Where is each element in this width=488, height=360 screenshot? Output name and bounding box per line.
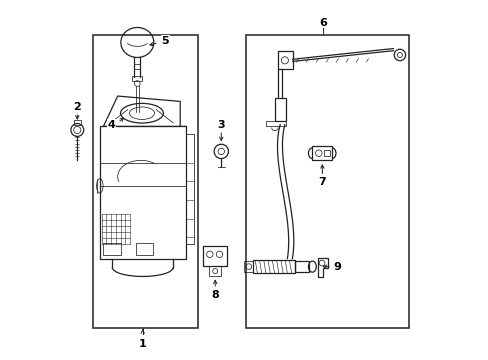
Bar: [93, 35, 198, 328]
Text: 6: 6: [319, 18, 326, 28]
Bar: [74, 120, 81, 125]
Bar: [203, 246, 226, 266]
Bar: [294, 261, 308, 272]
Bar: [324, 150, 329, 156]
Bar: [103, 243, 121, 255]
Bar: [312, 146, 331, 160]
Bar: [244, 261, 253, 272]
Bar: [278, 51, 292, 69]
Bar: [253, 260, 294, 273]
Text: 4: 4: [107, 120, 115, 130]
Bar: [185, 134, 194, 244]
Bar: [208, 266, 221, 276]
Text: 3: 3: [217, 120, 224, 130]
Text: 8: 8: [211, 290, 219, 300]
Bar: [100, 126, 185, 258]
Bar: [265, 121, 285, 126]
Bar: [132, 76, 142, 81]
Text: 2: 2: [73, 102, 81, 112]
Bar: [274, 98, 285, 121]
Bar: [246, 35, 408, 328]
Text: 1: 1: [139, 339, 146, 348]
Bar: [135, 243, 153, 255]
Text: 5: 5: [161, 36, 169, 46]
Text: 7: 7: [318, 177, 325, 187]
Text: 9: 9: [333, 262, 341, 272]
